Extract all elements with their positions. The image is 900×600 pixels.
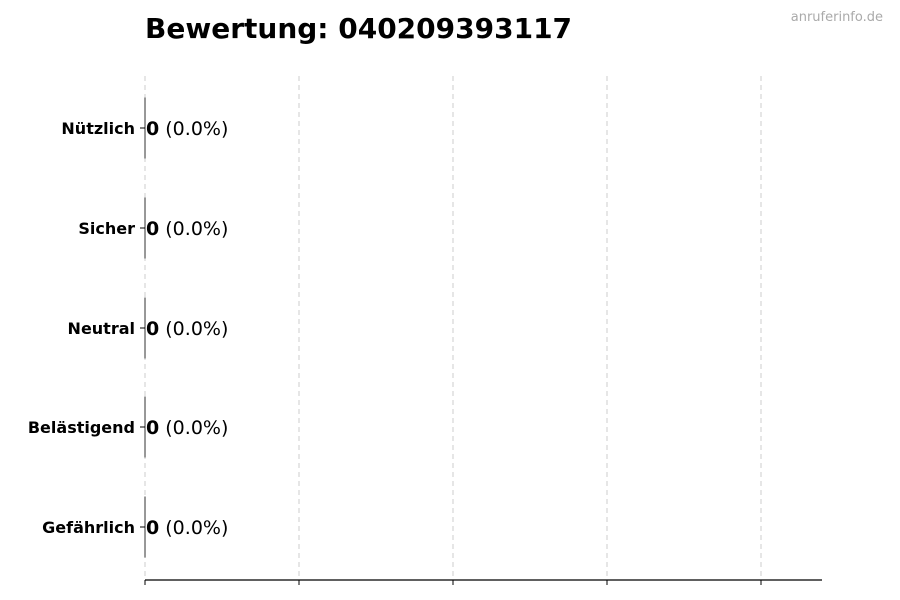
category-label: Gefährlich (42, 518, 135, 537)
category-label: Nützlich (61, 119, 135, 138)
data-label: 0 (0.0%) (146, 417, 228, 439)
data-label-count: 0 (146, 218, 159, 240)
category-label: Belästigend (28, 418, 135, 437)
category-label: Sicher (78, 219, 135, 238)
data-label: 0 (0.0%) (146, 118, 228, 140)
data-label-percent: (0.0%) (159, 517, 228, 539)
watermark: anruferinfo.de (790, 10, 883, 25)
chart-title: Bewertung: 040209393117 (145, 12, 573, 45)
data-label-count: 0 (146, 118, 159, 140)
category-label: Neutral (68, 319, 135, 338)
data-label-percent: (0.0%) (159, 417, 228, 439)
data-label: 0 (0.0%) (146, 517, 228, 539)
data-label-percent: (0.0%) (159, 318, 228, 340)
data-label-count: 0 (146, 417, 159, 439)
data-label: 0 (0.0%) (146, 218, 228, 240)
data-label-count: 0 (146, 517, 159, 539)
data-label-count: 0 (146, 318, 159, 340)
data-label: 0 (0.0%) (146, 318, 228, 340)
data-label-percent: (0.0%) (159, 218, 228, 240)
data-label-percent: (0.0%) (159, 118, 228, 140)
